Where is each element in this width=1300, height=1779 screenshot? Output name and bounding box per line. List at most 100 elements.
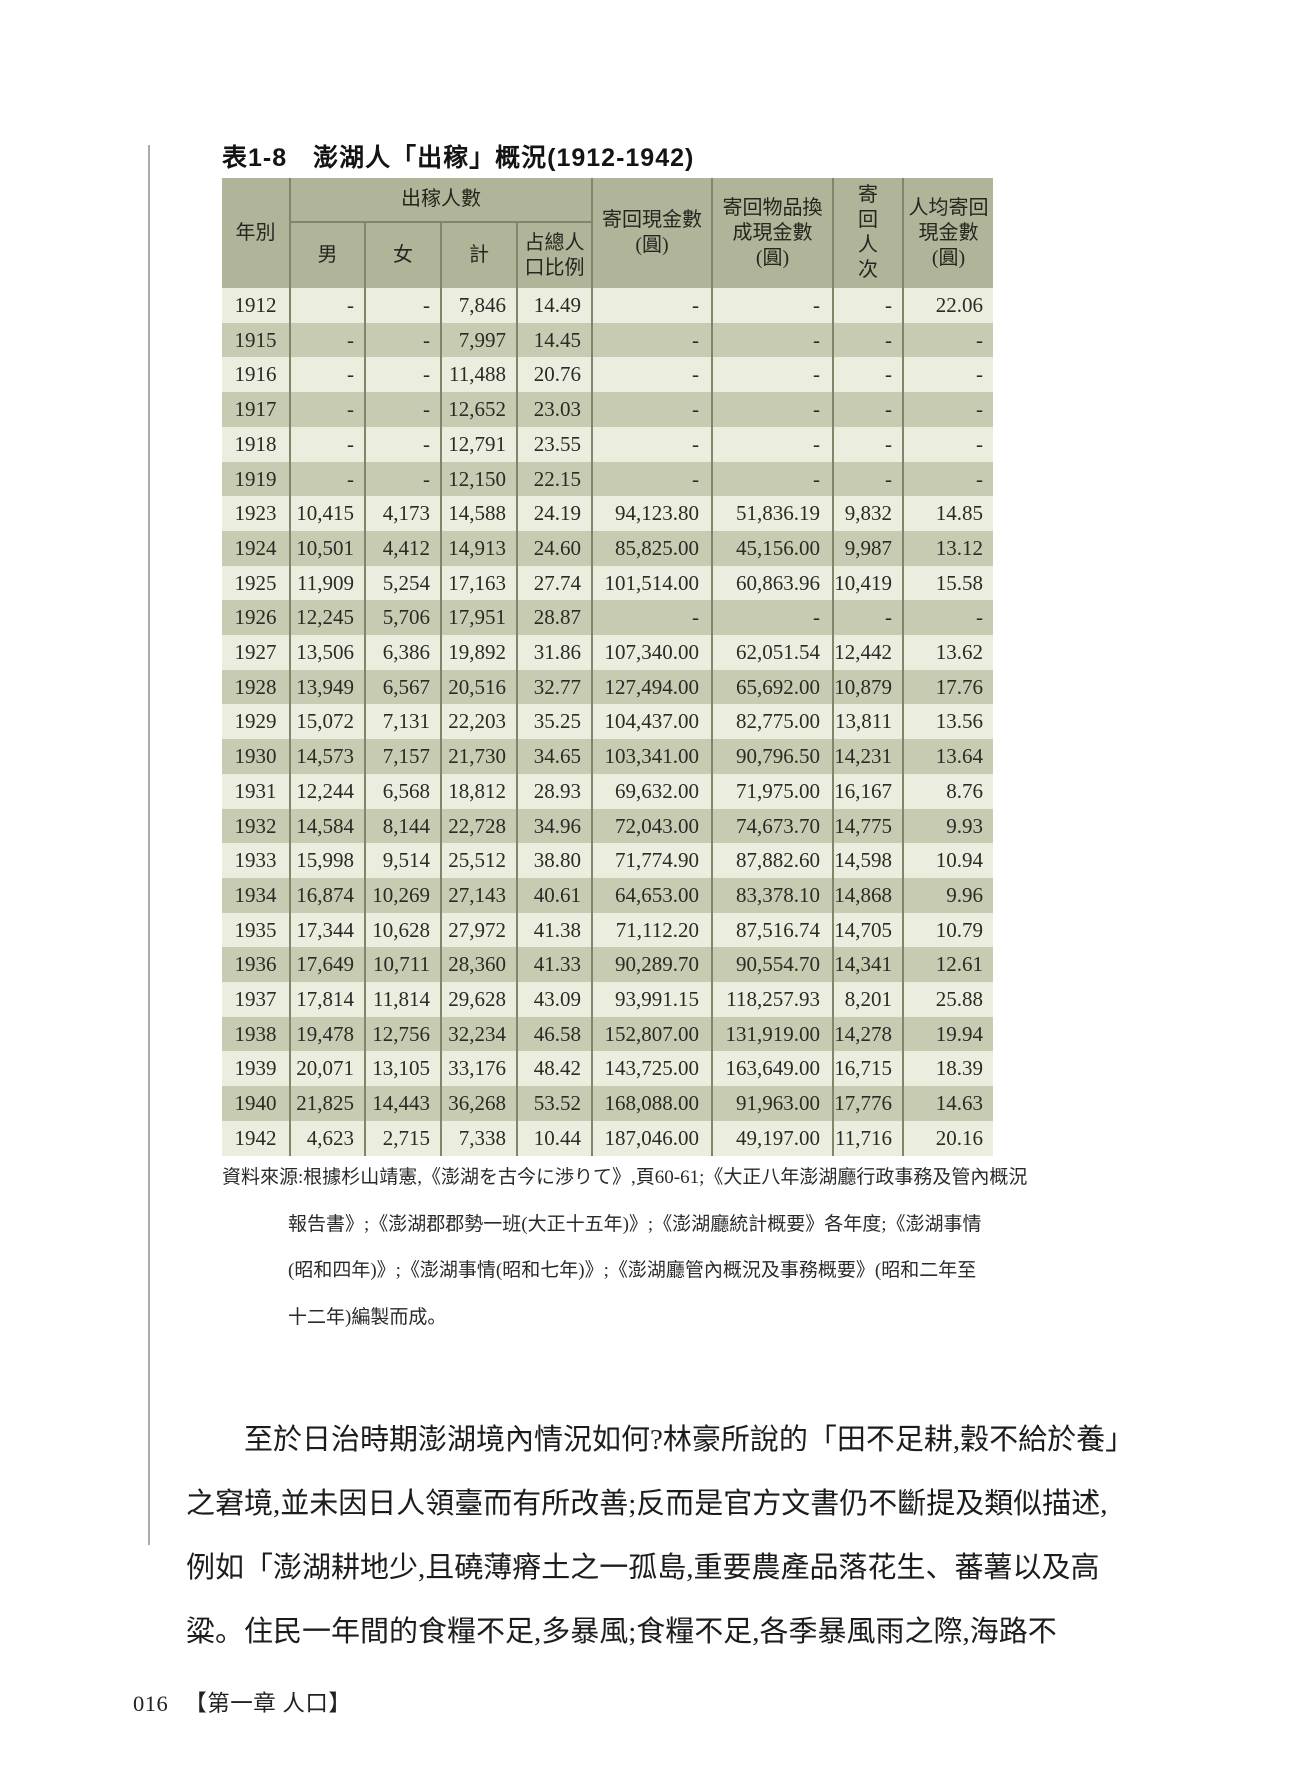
cell-cash-remitted: 152,807.00 — [591, 1016, 712, 1052]
cell-total: 27,972 — [440, 912, 517, 948]
cell-total: 12,652 — [440, 392, 517, 427]
table-number: 表1-8 — [222, 144, 288, 172]
table-row: 1935 17,344 10,628 27,972 41.38 71,112.20 87,5… — [222, 912, 993, 948]
cell-goods-remitted: 87,516.74 — [711, 912, 833, 948]
cell-total: 22,728 — [440, 808, 517, 844]
table-row: 1939 20,071 13,105 33,176 48.42 143,725.00 163… — [222, 1051, 993, 1087]
cell-remit-count: 14,598 — [832, 843, 903, 878]
col-header-female: 女 — [364, 222, 441, 288]
cell-year: 1916 — [234, 362, 277, 387]
cell-female: - — [364, 288, 441, 323]
table-row: 1937 17,814 11,814 29,628 43.09 93,991.15 118,… — [222, 982, 993, 1017]
cell-remit-count: 11,716 — [832, 1120, 903, 1156]
cell-total: 17,163 — [440, 565, 517, 601]
table-row: 1942 4,623 2,715 7,338 10.44 187,046.00 49,197… — [222, 1120, 993, 1156]
cell-cash-remitted: - — [591, 392, 712, 427]
cell-cash-remitted: 143,725.00 — [591, 1051, 712, 1087]
cell-female: - — [364, 357, 441, 393]
table-row: 1928 13,949 6,567 20,516 32.77 127,494.00 65,6… — [222, 669, 993, 705]
cell-remit-count: - — [832, 461, 903, 497]
cell-cash-remitted: - — [591, 357, 712, 393]
source-note-line: 資料來源:根據杉山靖憲,《澎湖を古今に渉りて》,頁60-61;《大正八年澎湖廳行… — [222, 1167, 1028, 1188]
table-row: 1917- -12,652 23.03- - - - — [222, 392, 993, 427]
col-header-total: 計 — [440, 222, 517, 288]
cell-per-capita: - — [902, 357, 993, 393]
cell-year: 1912 — [234, 293, 277, 317]
cell-female: 5,706 — [364, 600, 441, 636]
cell-cash-remitted: 64,653.00 — [591, 877, 712, 913]
cell-year: 1935 — [234, 917, 277, 942]
cell-cash-remitted: - — [591, 600, 712, 636]
cell-cash-remitted: 71,112.20 — [591, 912, 712, 948]
col-header-pop-ratio: 占總人 口比例 — [516, 222, 592, 288]
cell-pop-ratio: 10.44 — [516, 1120, 592, 1156]
cell-cash-remitted: 69,632.00 — [591, 773, 712, 809]
table-row: 1924 10,501 4,412 14,913 24.60 85,825.00 45,15… — [222, 530, 993, 566]
cell-total: 22,203 — [440, 704, 517, 740]
cell-remit-count: 14,341 — [832, 947, 903, 983]
cell-male: 14,584 — [289, 808, 365, 844]
cell-pop-ratio: 35.25 — [516, 704, 592, 740]
cell-remit-count: 9,832 — [832, 496, 903, 531]
cell-year: 1927 — [234, 640, 277, 665]
table-row: 1940 21,825 14,443 36,268 53.52 168,088.00 91,… — [222, 1086, 993, 1121]
cell-per-capita: 15.58 — [902, 565, 993, 601]
cell-female: 13,105 — [364, 1051, 441, 1087]
cell-male: 10,501 — [289, 530, 365, 566]
cell-remit-count: 14,278 — [832, 1016, 903, 1052]
cell-goods-remitted: 65,692.00 — [711, 669, 833, 705]
cell-year: 1931 — [234, 778, 277, 803]
table-body: 1912- -7,846 14.49- - -22.06 1915- -7,997 14.45… — [222, 288, 993, 1156]
cell-total: 11,488 — [440, 357, 517, 393]
cell-pop-ratio: 14.45 — [516, 322, 592, 358]
left-margin-rule — [148, 145, 150, 1545]
cell-pop-ratio: 28.87 — [516, 600, 592, 636]
cell-cash-remitted: 90,289.70 — [591, 947, 712, 983]
table-row: 1919- -12,150 22.15- - - - — [222, 461, 993, 497]
cell-cash-remitted: - — [591, 322, 712, 358]
cell-female: 7,131 — [364, 704, 441, 740]
cell-year: 1929 — [234, 709, 277, 734]
cell-male: - — [289, 288, 365, 323]
cell-goods-remitted: 131,919.00 — [711, 1016, 833, 1052]
table-row: 1934 16,874 10,269 27,143 40.61 64,653.00 83,3… — [222, 877, 993, 913]
cell-male: - — [289, 461, 365, 497]
cell-pop-ratio: 32.77 — [516, 669, 592, 705]
cell-goods-remitted: 90,796.50 — [711, 739, 833, 774]
cell-cash-remitted: 71,774.90 — [591, 843, 712, 878]
cell-per-capita: 12.61 — [902, 947, 993, 983]
source-note-line: 十二年)編製而成。 — [288, 1306, 447, 1328]
cell-total: 36,268 — [440, 1086, 517, 1121]
cell-total: 18,812 — [440, 773, 517, 809]
table-row: 1918- -12,791 23.55- - - - — [222, 426, 993, 462]
cell-cash-remitted: 85,825.00 — [591, 530, 712, 566]
cell-female: 10,628 — [364, 912, 441, 948]
cell-per-capita: 10.94 — [902, 843, 993, 878]
table-row: 1931 12,244 6,568 18,812 28.93 69,632.00 71,97… — [222, 773, 993, 809]
table-row: 1925 11,909 5,254 17,163 27.74 101,514.00 60,8… — [222, 565, 993, 601]
cell-goods-remitted: - — [711, 322, 833, 358]
cell-per-capita: - — [902, 600, 993, 636]
cell-male: 4,623 — [289, 1120, 365, 1156]
cell-remit-count: 14,868 — [832, 877, 903, 913]
cell-remit-count: 8,201 — [832, 982, 903, 1017]
cell-year: 1926 — [234, 605, 277, 630]
cell-per-capita: 13.12 — [902, 530, 993, 566]
cell-goods-remitted: - — [711, 357, 833, 393]
cell-cash-remitted: 104,437.00 — [591, 704, 712, 740]
cell-year: 1919 — [234, 466, 277, 491]
cell-remit-count: - — [832, 392, 903, 427]
cell-cash-remitted: - — [591, 426, 712, 462]
cell-female: - — [364, 461, 441, 497]
cell-remit-count: 13,811 — [832, 704, 903, 740]
cell-male: 17,344 — [289, 912, 365, 948]
cell-goods-remitted: 91,963.00 — [711, 1086, 833, 1121]
cell-remit-count: 9,987 — [832, 530, 903, 566]
cell-year: 1938 — [234, 1021, 277, 1046]
cell-male: - — [289, 322, 365, 358]
cell-female: - — [364, 322, 441, 358]
cell-goods-remitted: 87,882.60 — [711, 843, 833, 878]
cell-female: 7,157 — [364, 739, 441, 774]
cell-year: 1915 — [234, 327, 277, 352]
